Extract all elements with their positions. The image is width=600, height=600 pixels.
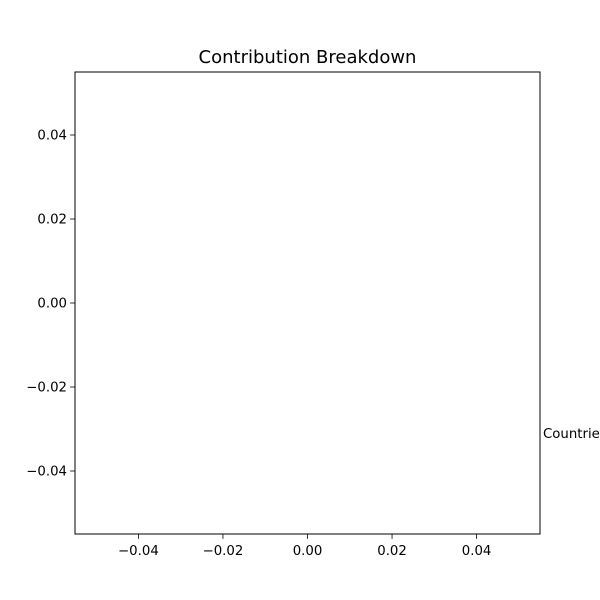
x-tick-label: 0.02 xyxy=(377,544,407,559)
x-tick-label: −0.02 xyxy=(203,544,244,559)
plot-area xyxy=(75,72,540,534)
x-axis-ticks: −0.04 −0.02 0.00 0.02 0.04 xyxy=(118,534,491,559)
plot-frame xyxy=(74,71,541,535)
y-axis-ticks: −0.04 −0.02 0.00 0.02 0.04 xyxy=(26,129,75,480)
annotations: Countries xyxy=(543,427,600,442)
x-tick-label: −0.04 xyxy=(118,544,159,559)
y-tick-label: −0.04 xyxy=(26,465,67,480)
x-tick-label: 0.04 xyxy=(462,544,492,559)
y-tick-label: −0.02 xyxy=(26,381,67,396)
y-tick-label: 0.02 xyxy=(37,213,67,228)
x-tick-label: 0.00 xyxy=(293,544,323,559)
annotation-label: Countries xyxy=(543,427,600,442)
chart-title: Contribution Breakdown xyxy=(199,47,417,68)
y-tick-label: 0.00 xyxy=(37,297,67,312)
y-tick-label: 0.04 xyxy=(37,129,67,144)
